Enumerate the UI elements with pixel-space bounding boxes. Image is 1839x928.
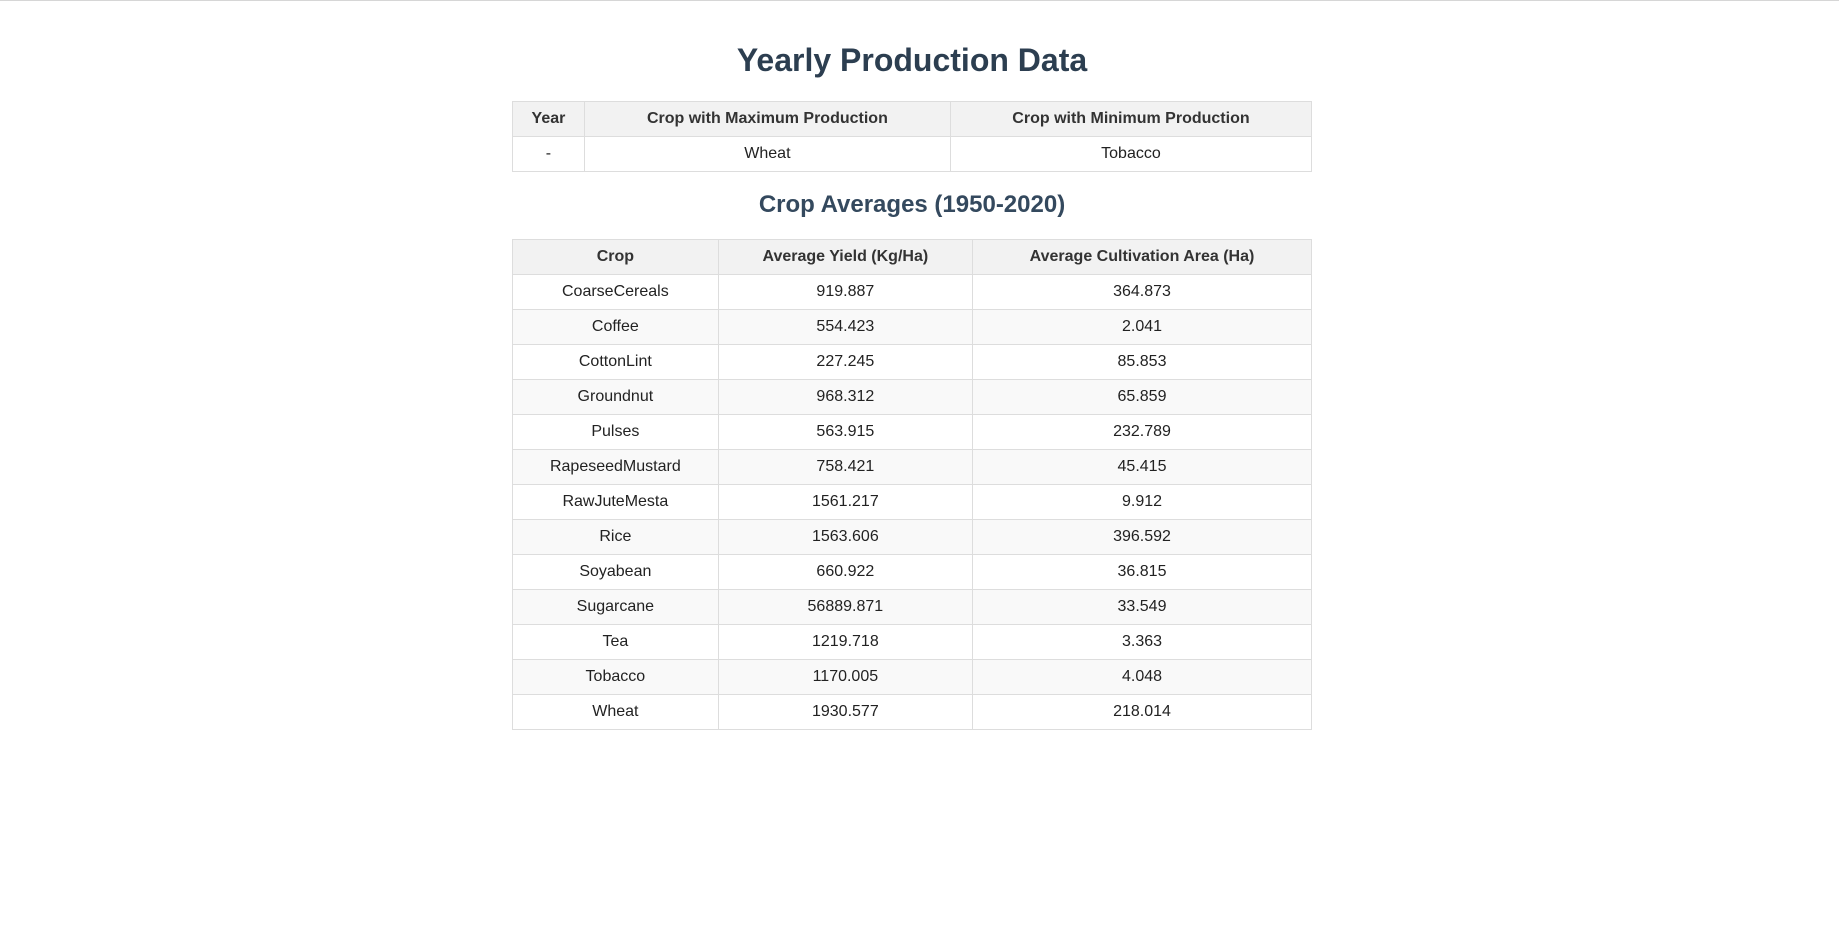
crop-cell: Pulses [512,414,719,450]
yield-cell: 1930.577 [717,694,974,730]
yield-cell: 1219.718 [717,624,974,660]
table-row: CoarseCereals 919.887 364.873 [512,274,1312,310]
crop-cell: RapeseedMustard [512,449,719,485]
year-cell: - [512,136,585,172]
yearly-production-table: Year Crop with Maximum Production Crop w… [512,101,1313,172]
area-cell: 364.873 [972,274,1312,310]
yield-cell: 919.887 [717,274,974,310]
table-row: Pulses 563.915 232.789 [512,414,1312,450]
table-row: Tea 1219.718 3.363 [512,624,1312,660]
crop-averages-table: Crop Average Yield (Kg/Ha) Average Culti… [512,239,1312,730]
table-row: Groundnut 968.312 65.859 [512,379,1312,415]
area-cell: 45.415 [972,449,1312,485]
top-border [0,0,1839,1]
area-cell: 4.048 [972,659,1312,695]
crop-cell: Sugarcane [512,589,719,625]
yield-cell: 563.915 [717,414,974,450]
table-row: Sugarcane 56889.871 33.549 [512,589,1312,625]
area-cell: 3.363 [972,624,1312,660]
table-header-row: Year Crop with Maximum Production Crop w… [512,101,1313,137]
column-header-year: Year [512,101,585,137]
crop-cell: Tobacco [512,659,719,695]
yield-cell: 660.922 [717,554,974,590]
table-row: CottonLint 227.245 85.853 [512,344,1312,380]
column-header-yield: Average Yield (Kg/Ha) [717,239,974,275]
crop-cell: RawJuteMesta [512,484,719,520]
column-header-max-crop: Crop with Maximum Production [583,101,951,137]
table-row: - Wheat Tobacco [512,136,1313,172]
yield-cell: 1170.005 [717,659,974,695]
crop-cell: Tea [512,624,719,660]
column-header-crop: Crop [512,239,719,275]
yield-cell: 1561.217 [717,484,974,520]
crop-cell: CottonLint [512,344,719,380]
yield-cell: 554.423 [717,309,974,345]
min-crop-cell: Tobacco [949,136,1313,172]
table-row: RawJuteMesta 1561.217 9.912 [512,484,1312,520]
table-row: Tobacco 1170.005 4.048 [512,659,1312,695]
area-cell: 85.853 [972,344,1312,380]
yield-cell: 758.421 [717,449,974,485]
yield-cell: 968.312 [717,379,974,415]
area-cell: 33.549 [972,589,1312,625]
table-row: Wheat 1930.577 218.014 [512,694,1312,730]
area-cell: 2.041 [972,309,1312,345]
area-cell: 36.815 [972,554,1312,590]
crop-cell: Rice [512,519,719,555]
area-cell: 65.859 [972,379,1312,415]
table-row: Coffee 554.423 2.041 [512,309,1312,345]
yield-cell: 1563.606 [717,519,974,555]
crop-cell: CoarseCereals [512,274,719,310]
column-header-min-crop: Crop with Minimum Production [949,101,1313,137]
area-cell: 9.912 [972,484,1312,520]
table-header-row: Crop Average Yield (Kg/Ha) Average Culti… [512,239,1312,275]
max-crop-cell: Wheat [583,136,951,172]
area-cell: 396.592 [972,519,1312,555]
table-row: Rice 1563.606 396.592 [512,519,1312,555]
crop-cell: Coffee [512,309,719,345]
column-header-area: Average Cultivation Area (Ha) [972,239,1312,275]
page-title: Yearly Production Data [736,42,1088,78]
yield-cell: 227.245 [717,344,974,380]
area-cell: 218.014 [972,694,1312,730]
yield-cell: 56889.871 [717,589,974,625]
crop-cell: Soyabean [512,554,719,590]
table-row: Soyabean 660.922 36.815 [512,554,1312,590]
crop-cell: Wheat [512,694,719,730]
area-cell: 232.789 [972,414,1312,450]
averages-title: Crop Averages (1950-2020) [758,191,1066,218]
crop-cell: Groundnut [512,379,719,415]
table-row: RapeseedMustard 758.421 45.415 [512,449,1312,485]
